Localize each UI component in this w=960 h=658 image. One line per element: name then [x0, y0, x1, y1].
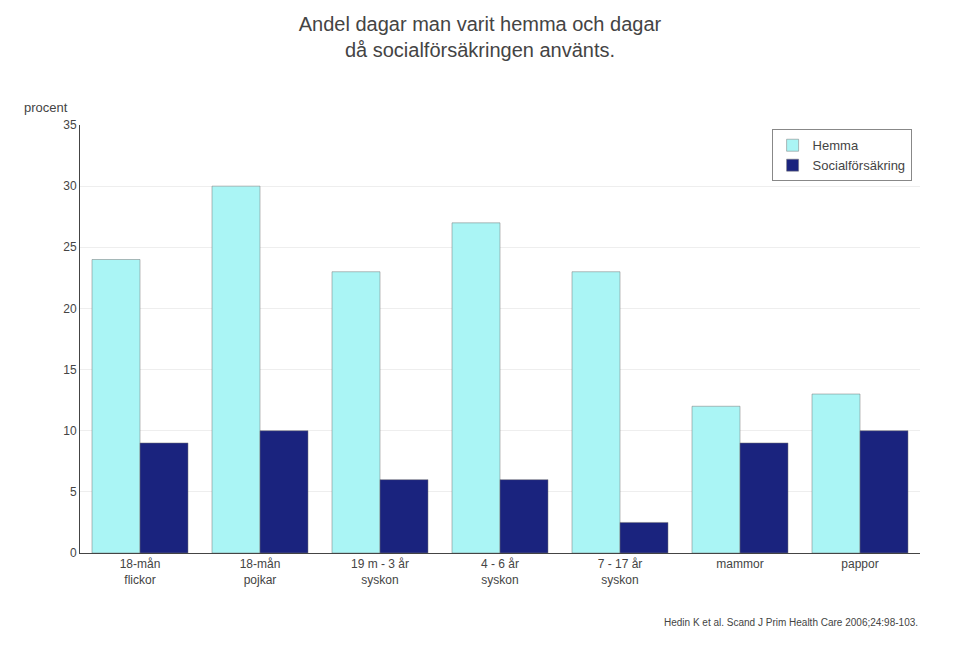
svg-text:30: 30: [63, 179, 77, 193]
svg-text:4 - 6 årsyskon: 4 - 6 årsyskon: [481, 557, 519, 587]
svg-text:Andel dagar man varit hemma oc: Andel dagar man varit hemma och dagardå …: [299, 13, 662, 61]
svg-text:15: 15: [63, 363, 77, 377]
svg-text:25: 25: [63, 240, 77, 254]
svg-text:mammor: mammor: [716, 557, 763, 571]
svg-text:20: 20: [63, 302, 77, 316]
svg-text:pappor: pappor: [841, 557, 878, 571]
svg-text:19 m - 3 årsyskon: 19 m - 3 årsyskon: [351, 557, 409, 587]
svg-text:0: 0: [70, 546, 77, 560]
svg-text:Socialförsäkring: Socialförsäkring: [813, 158, 906, 173]
svg-text:35: 35: [63, 118, 77, 132]
svg-text:Hemma: Hemma: [813, 138, 859, 153]
svg-text:Hedin K et al. Scand J Prim He: Hedin K et al. Scand J Prim Health Care …: [664, 617, 918, 628]
svg-text:procent: procent: [24, 100, 68, 115]
svg-text:18-månpojkar: 18-månpojkar: [240, 557, 281, 587]
svg-text:5: 5: [70, 485, 77, 499]
svg-text:18-månflickor: 18-månflickor: [120, 557, 161, 587]
svg-text:7 - 17 årsyskon: 7 - 17 årsyskon: [598, 557, 643, 587]
svg-text:10: 10: [63, 424, 77, 438]
